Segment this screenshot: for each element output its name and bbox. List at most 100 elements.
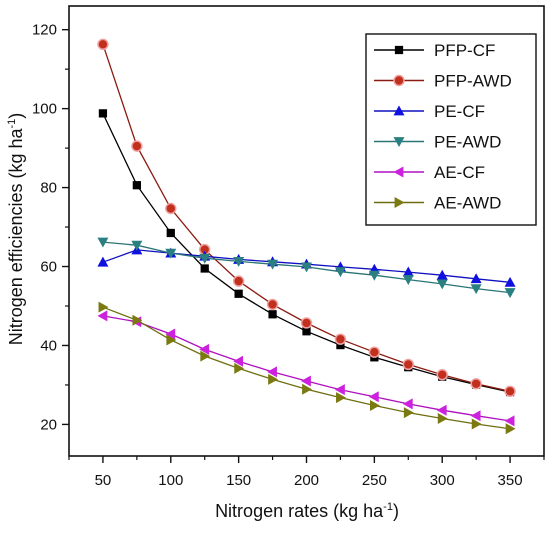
data-point-pfp-cf — [98, 109, 108, 118]
y-tick-label: 20 — [40, 416, 57, 433]
data-point-pfp-cf — [268, 310, 277, 319]
data-point-ae-awd — [369, 399, 380, 411]
data-point-pfp-cf — [200, 264, 209, 273]
tick-marks: 50 100 150 200 250 300 350 20 40 60 80 100 120 — [32, 22, 545, 489]
data-point-pfp-cf — [166, 228, 175, 238]
series-pfp-awd — [97, 38, 516, 397]
legend-marker-pfp-cf — [394, 45, 404, 55]
legend-marker-pfp-awd — [393, 74, 405, 87]
data-point-pe-awd — [504, 288, 516, 299]
y-tick-label: 40 — [40, 337, 57, 354]
data-point-pfp-awd — [368, 346, 381, 358]
legend-label-pe-awd: PE-AWD — [434, 133, 501, 152]
data-point-pfp-cf — [336, 340, 345, 350]
data-point-ae-awd — [166, 334, 177, 346]
data-point-ae-awd — [471, 418, 482, 430]
data-point-ae-awd — [437, 413, 448, 424]
x-tick-label: 50 — [95, 472, 112, 489]
data-point-ae-awd — [302, 383, 312, 395]
data-point-pfp-awd — [232, 275, 245, 287]
data-point-ae-cf — [334, 384, 345, 396]
data-point-ae-cf — [165, 328, 176, 340]
data-point-ae-cf — [504, 415, 515, 427]
legend-marker-ae-awd — [394, 197, 405, 208]
series-ae-cf — [97, 310, 515, 427]
data-point-ae-awd — [268, 373, 279, 385]
legend: PFP-CF PFP-AWD PE-CF PE-AWD AE-CF AE-AWD — [365, 33, 537, 226]
x-tick-label: 250 — [362, 472, 387, 489]
x-tick-label: 350 — [498, 472, 523, 489]
legend-box — [365, 33, 537, 226]
data-point-pe-awd — [436, 279, 448, 290]
data-point-ae-cf — [301, 375, 311, 387]
x-tick-label: 200 — [294, 472, 319, 489]
data-point-pe-awd — [233, 256, 245, 267]
data-point-pfp-awd — [334, 333, 347, 345]
data-point-ae-awd — [234, 362, 245, 374]
series-pe-awd — [97, 237, 516, 299]
data-point-pe-cf — [97, 256, 109, 267]
data-point-pe-cf — [470, 273, 482, 284]
x-tick-label: 100 — [158, 472, 183, 489]
data-point-pfp-cf — [132, 181, 141, 190]
x-axis-title: Nitrogen rates (kg ha-1) — [215, 501, 399, 521]
data-point-ae-awd — [505, 423, 516, 435]
data-point-ae-awd — [403, 407, 414, 419]
legend-marker-ae-cf — [393, 166, 404, 178]
y-tick-label: 100 — [32, 101, 57, 118]
legend-marker-pe-awd — [393, 137, 405, 147]
data-point-pe-cf — [402, 266, 414, 277]
data-point-pfp-awd — [504, 385, 516, 397]
data-point-pfp-awd — [300, 317, 313, 329]
data-point-pe-awd — [334, 267, 346, 278]
y-tick-label: 60 — [40, 259, 57, 276]
data-point-ae-awd — [132, 314, 143, 326]
data-point-ae-awd — [200, 350, 211, 362]
data-point-pe-cf — [436, 269, 448, 280]
legend-marker-pe-cf — [393, 105, 405, 116]
data-point-ae-cf — [199, 343, 210, 355]
data-point-ae-awd — [98, 301, 109, 313]
legend-label-ae-awd: AE-AWD — [434, 194, 501, 213]
data-point-pe-awd — [97, 237, 109, 248]
data-point-pe-awd — [131, 240, 143, 251]
data-point-pfp-awd — [470, 378, 482, 390]
data-point-pe-awd — [402, 275, 414, 286]
data-point-pe-awd — [470, 284, 482, 295]
data-point-pfp-awd — [131, 140, 143, 152]
data-point-ae-cf — [97, 310, 108, 322]
data-point-pfp-awd — [436, 368, 448, 381]
data-point-pfp-cf — [234, 289, 243, 298]
data-point-pe-awd — [165, 248, 177, 259]
legend-label-pfp-cf: PFP-CF — [434, 41, 495, 60]
data-point-pfp-awd — [165, 202, 177, 215]
data-point-pfp-awd — [402, 358, 414, 371]
data-point-pe-awd — [301, 262, 312, 273]
data-point-pfp-awd — [97, 38, 109, 50]
data-point-ae-cf — [368, 391, 379, 403]
x-tick-label: 300 — [430, 472, 455, 489]
data-point-pe-cf — [504, 276, 516, 287]
data-point-pe-awd — [199, 253, 211, 264]
data-point-ae-awd — [336, 392, 346, 404]
series-ae-awd — [98, 301, 516, 435]
data-point-pfp-awd — [266, 298, 279, 311]
y-axis-title: Nitrogen efficiencies (kg ha-1) — [6, 113, 26, 346]
y-tick-label: 120 — [32, 22, 57, 39]
data-point-pe-awd — [368, 270, 380, 281]
data-point-pfp-cf — [302, 327, 311, 336]
data-point-ae-cf — [233, 355, 244, 367]
y-tick-label: 80 — [40, 180, 57, 197]
legend-label-pfp-awd: PFP-AWD — [434, 72, 512, 91]
data-point-ae-cf — [267, 366, 277, 378]
series-group — [97, 38, 516, 435]
data-point-ae-cf — [436, 404, 447, 416]
data-point-ae-cf — [470, 410, 481, 422]
data-point-ae-cf — [402, 398, 413, 410]
legend-label-ae-cf: AE-CF — [434, 163, 485, 182]
legend-label-pe-cf: PE-CF — [434, 102, 485, 121]
data-point-pe-awd — [267, 259, 279, 270]
x-tick-label: 150 — [226, 472, 251, 489]
